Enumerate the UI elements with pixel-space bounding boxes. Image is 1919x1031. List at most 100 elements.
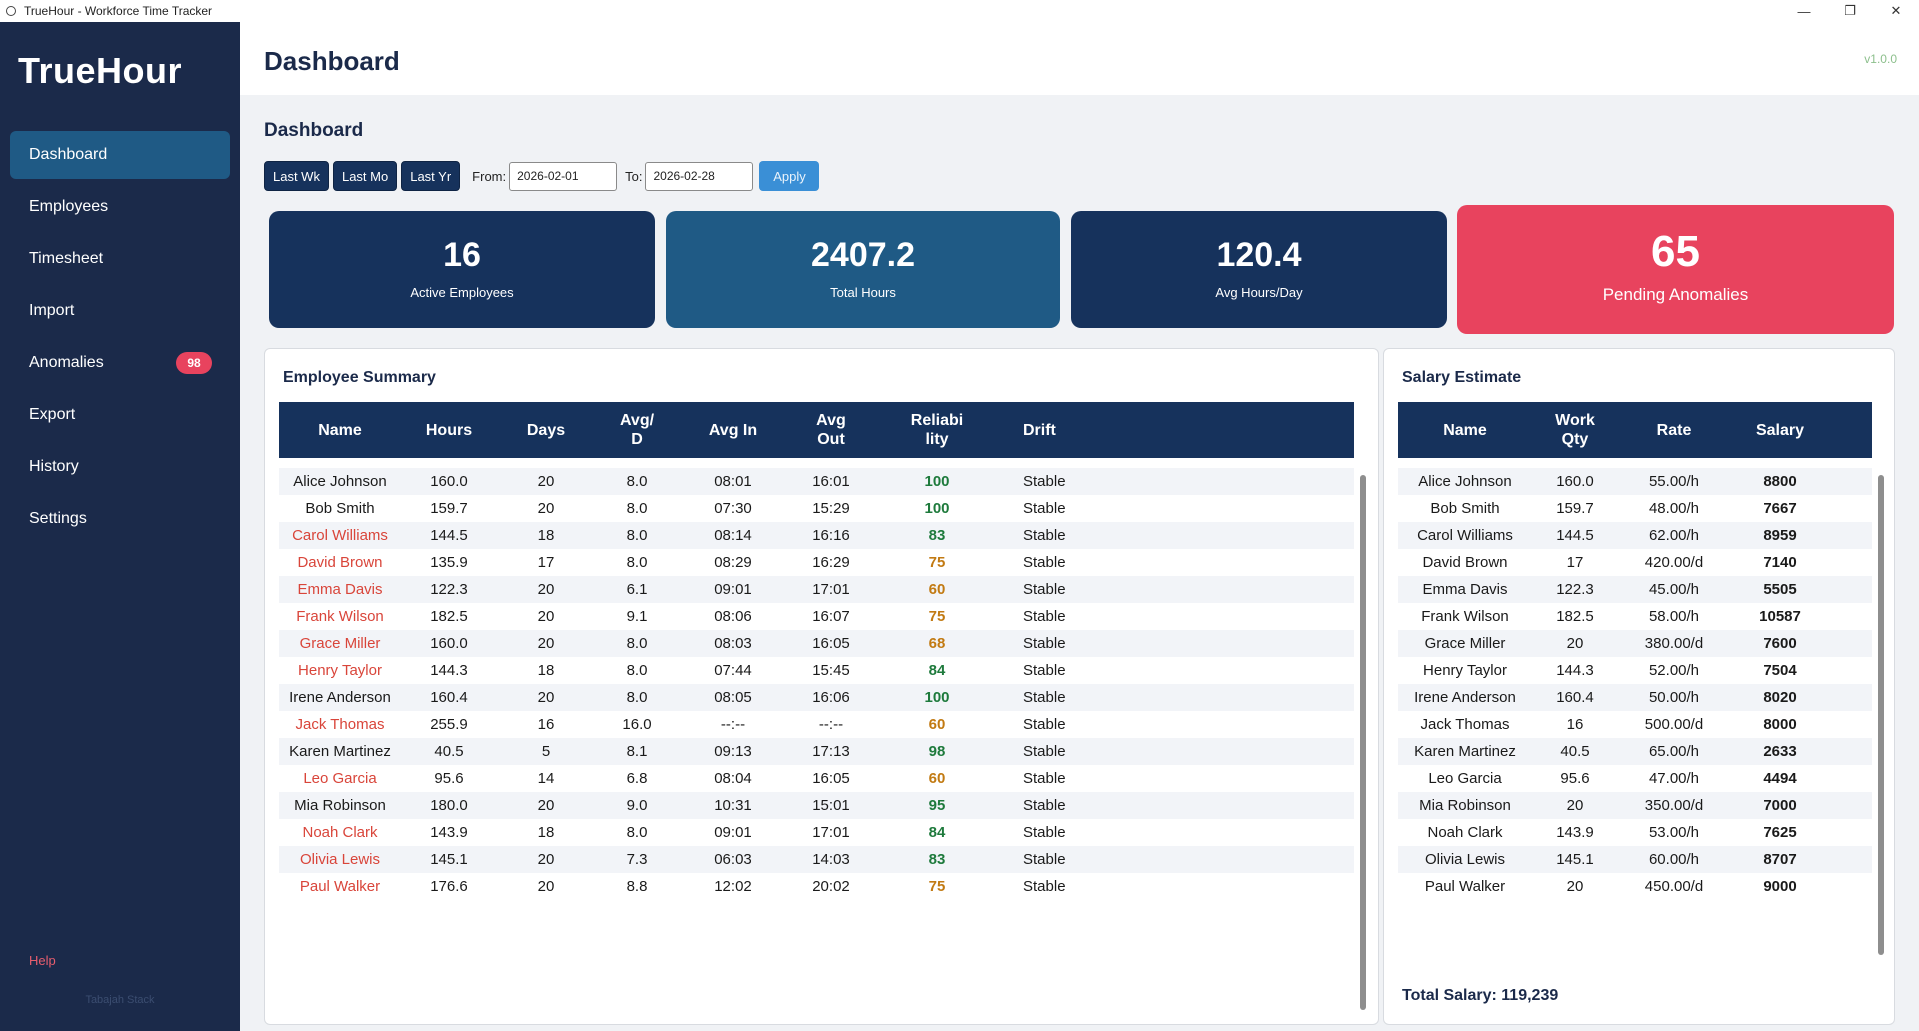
close-icon[interactable]: ✕ <box>1890 3 1902 18</box>
sidebar-item-timesheet[interactable]: Timesheet <box>10 235 230 283</box>
restore-icon[interactable]: ❐ <box>1844 3 1856 18</box>
salary-cell-salary: 7600 <box>1763 635 1797 652</box>
salary-cell-name: Emma Davis <box>1422 581 1508 598</box>
salary-cell-rate: 420.00/d <box>1644 554 1704 571</box>
sidebar-item-settings[interactable]: Settings <box>10 495 230 543</box>
employee-row[interactable]: Alice Johnson 160.0 20 8.0 08:01 16:01 100 Stab… <box>279 468 1354 495</box>
employee-row[interactable]: Karen Martinez 40.5 5 8.1 09:13 17:13 98 Stable <box>279 738 1354 765</box>
sidebar-item-history[interactable]: History <box>10 443 230 491</box>
employee-row[interactable]: Carol Williams 144.5 18 8.0 08:14 16:16 83 Stab… <box>279 522 1354 549</box>
employee-column-avg[interactable]: Avg/D <box>619 412 655 448</box>
salary-row[interactable]: Grace Miller 20 380.00/d 7600 <box>1398 630 1872 657</box>
employee-cell-avg: 9.0 <box>626 797 648 814</box>
employee-cell-out: 17:13 <box>812 743 850 760</box>
stat-card-total-hours: 2407.2 Total Hours <box>666 211 1060 328</box>
employee-cell-days: 18 <box>537 527 555 544</box>
salary-cell-salary: 8000 <box>1763 716 1797 733</box>
employee-cell-days: 17 <box>537 554 555 571</box>
employee-cell-out: 16:05 <box>812 635 850 652</box>
sidebar-item-label: History <box>29 458 79 475</box>
employee-cell-name: Irene Anderson <box>289 689 391 706</box>
salary-cell-rate: 50.00/h <box>1648 689 1700 706</box>
salary-row[interactable]: Irene Anderson 160.4 50.00/h 8020 <box>1398 684 1872 711</box>
employee-column-name[interactable]: Name <box>318 421 362 439</box>
employee-row[interactable]: Grace Miller 160.0 20 8.0 08:03 16:05 68 Stable <box>279 630 1354 657</box>
last-week-button[interactable]: Last Wk <box>264 161 329 191</box>
salary-row[interactable]: Noah Clark 143.9 53.00/h 7625 <box>1398 819 1872 846</box>
stat-label: Active Employees <box>410 285 514 300</box>
employee-row[interactable]: Olivia Lewis 145.1 20 7.3 06:03 14:03 83 Stable <box>279 846 1354 873</box>
employee-cell-rel: 83 <box>928 527 946 544</box>
employee-row[interactable]: Henry Taylor 144.3 18 8.0 07:44 15:45 84 Stable <box>279 657 1354 684</box>
salary-row[interactable]: Henry Taylor 144.3 52.00/h 7504 <box>1398 657 1872 684</box>
employee-column-in[interactable]: Avg In <box>708 421 758 439</box>
employee-column-rel[interactable]: Reliabi lity <box>910 412 964 448</box>
salary-row[interactable]: Frank Wilson 182.5 58.00/h 10587 <box>1398 603 1872 630</box>
salary-cell-name: Olivia Lewis <box>1424 851 1506 868</box>
salary-table-scrollbar[interactable] <box>1878 475 1884 955</box>
salary-row[interactable]: Emma Davis 122.3 45.00/h 5505 <box>1398 576 1872 603</box>
salary-row[interactable]: David Brown 17 420.00/d 7140 <box>1398 549 1872 576</box>
salary-row[interactable]: Jack Thomas 16 500.00/d 8000 <box>1398 711 1872 738</box>
stat-card-pending-anomalies[interactable]: 65 Pending Anomalies <box>1457 205 1894 334</box>
salary-cell-salary: 10587 <box>1759 608 1801 625</box>
last-month-button[interactable]: Last Mo <box>332 161 398 191</box>
employee-row[interactable]: Bob Smith 159.7 20 8.0 07:30 15:29 100 Stable <box>279 495 1354 522</box>
employee-row[interactable]: Leo Garcia 95.6 14 6.8 08:04 16:05 60 Stable <box>279 765 1354 792</box>
employee-table-scrollbar[interactable] <box>1360 475 1366 1010</box>
employee-cell-out: 15:45 <box>812 662 850 679</box>
employee-cell-days: 14 <box>537 770 555 787</box>
salary-column-rate[interactable]: Rate <box>1656 421 1692 439</box>
sidebar-item-dashboard[interactable]: Dashboard <box>10 131 230 179</box>
employee-row[interactable]: Noah Clark 143.9 18 8.0 09:01 17:01 84 Stable <box>279 819 1354 846</box>
employee-column-hours[interactable]: Hours <box>425 421 473 439</box>
salary-column-name[interactable]: Name <box>1443 421 1487 439</box>
help-link[interactable]: Help <box>29 953 56 968</box>
salary-column-qty[interactable]: Work Qty <box>1555 412 1595 448</box>
salary-row[interactable]: Karen Martinez 40.5 65.00/h 2633 <box>1398 738 1872 765</box>
sidebar-item-import[interactable]: Import <box>10 287 230 335</box>
employee-cell-hours: 160.4 <box>430 689 468 706</box>
salary-cell-salary: 7140 <box>1763 554 1797 571</box>
employee-row[interactable]: Emma Davis 122.3 20 6.1 09:01 17:01 60 Stable <box>279 576 1354 603</box>
salary-cell-name: Henry Taylor <box>1423 662 1507 679</box>
salary-row[interactable]: Bob Smith 159.7 48.00/h 7667 <box>1398 495 1872 522</box>
employee-row[interactable]: Mia Robinson 180.0 20 9.0 10:31 15:01 95 Stable <box>279 792 1354 819</box>
to-date-input[interactable]: 2026-02-28 <box>645 161 754 191</box>
employee-row[interactable]: Jack Thomas 255.9 16 16.0 --:-- --:-- 60 Stable <box>279 711 1354 738</box>
employee-row[interactable]: David Brown 135.9 17 8.0 08:29 16:29 75 Stable <box>279 549 1354 576</box>
employee-row[interactable]: Irene Anderson 160.4 20 8.0 08:05 16:06 100 Sta… <box>279 684 1354 711</box>
salary-row[interactable]: Carol Williams 144.5 62.00/h 8959 <box>1398 522 1872 549</box>
salary-cell-rate: 62.00/h <box>1648 527 1700 544</box>
last-year-button[interactable]: Last Yr <box>401 161 461 191</box>
employee-cell-name: David Brown <box>297 554 383 571</box>
from-date-input[interactable]: 2026-02-01 <box>509 161 618 191</box>
employee-row[interactable]: Frank Wilson 182.5 20 9.1 08:06 16:07 75 Stable <box>279 603 1354 630</box>
employee-cell-name: Paul Walker <box>299 878 381 895</box>
salary-row[interactable]: Leo Garcia 95.6 47.00/h 4494 <box>1398 765 1872 792</box>
apply-button[interactable]: Apply <box>759 161 820 191</box>
date-filter-bar: Last Wk Last Mo Last Yr From: 2026-02-01… <box>264 161 820 191</box>
employee-column-drift[interactable]: Drift <box>1023 421 1056 439</box>
employee-cell-drift: Stable <box>1023 473 1066 490</box>
sidebar-item-export[interactable]: Export <box>10 391 230 439</box>
employee-row[interactable]: Paul Walker 176.6 20 8.8 12:02 20:02 75 Stable <box>279 873 1354 900</box>
salary-row[interactable]: Paul Walker 20 450.00/d 9000 <box>1398 873 1872 900</box>
salary-row[interactable]: Olivia Lewis 145.1 60.00/h 8707 <box>1398 846 1872 873</box>
version-label: v1.0.0 <box>1864 52 1897 66</box>
salary-cell-rate: 380.00/d <box>1644 635 1704 652</box>
sidebar-item-anomalies[interactable]: Anomalies 98 <box>10 339 230 387</box>
salary-column-salary[interactable]: Salary <box>1755 421 1805 439</box>
salary-row[interactable]: Alice Johnson 160.0 55.00/h 8800 <box>1398 468 1872 495</box>
sidebar-item-employees[interactable]: Employees <box>10 183 230 231</box>
app-logo: TrueHour <box>18 50 183 91</box>
salary-row[interactable]: Mia Robinson 20 350.00/d 7000 <box>1398 792 1872 819</box>
stat-label: Total Hours <box>830 285 896 300</box>
employee-column-out[interactable]: Avg Out <box>816 412 846 448</box>
employee-cell-name: Henry Taylor <box>298 662 382 679</box>
salary-cell-salary: 9000 <box>1763 878 1797 895</box>
employee-column-days[interactable]: Days <box>526 421 566 439</box>
minimize-icon[interactable]: — <box>1797 3 1811 19</box>
salary-cell-qty: 40.5 <box>1560 743 1590 760</box>
salary-cell-qty: 144.5 <box>1556 527 1594 544</box>
